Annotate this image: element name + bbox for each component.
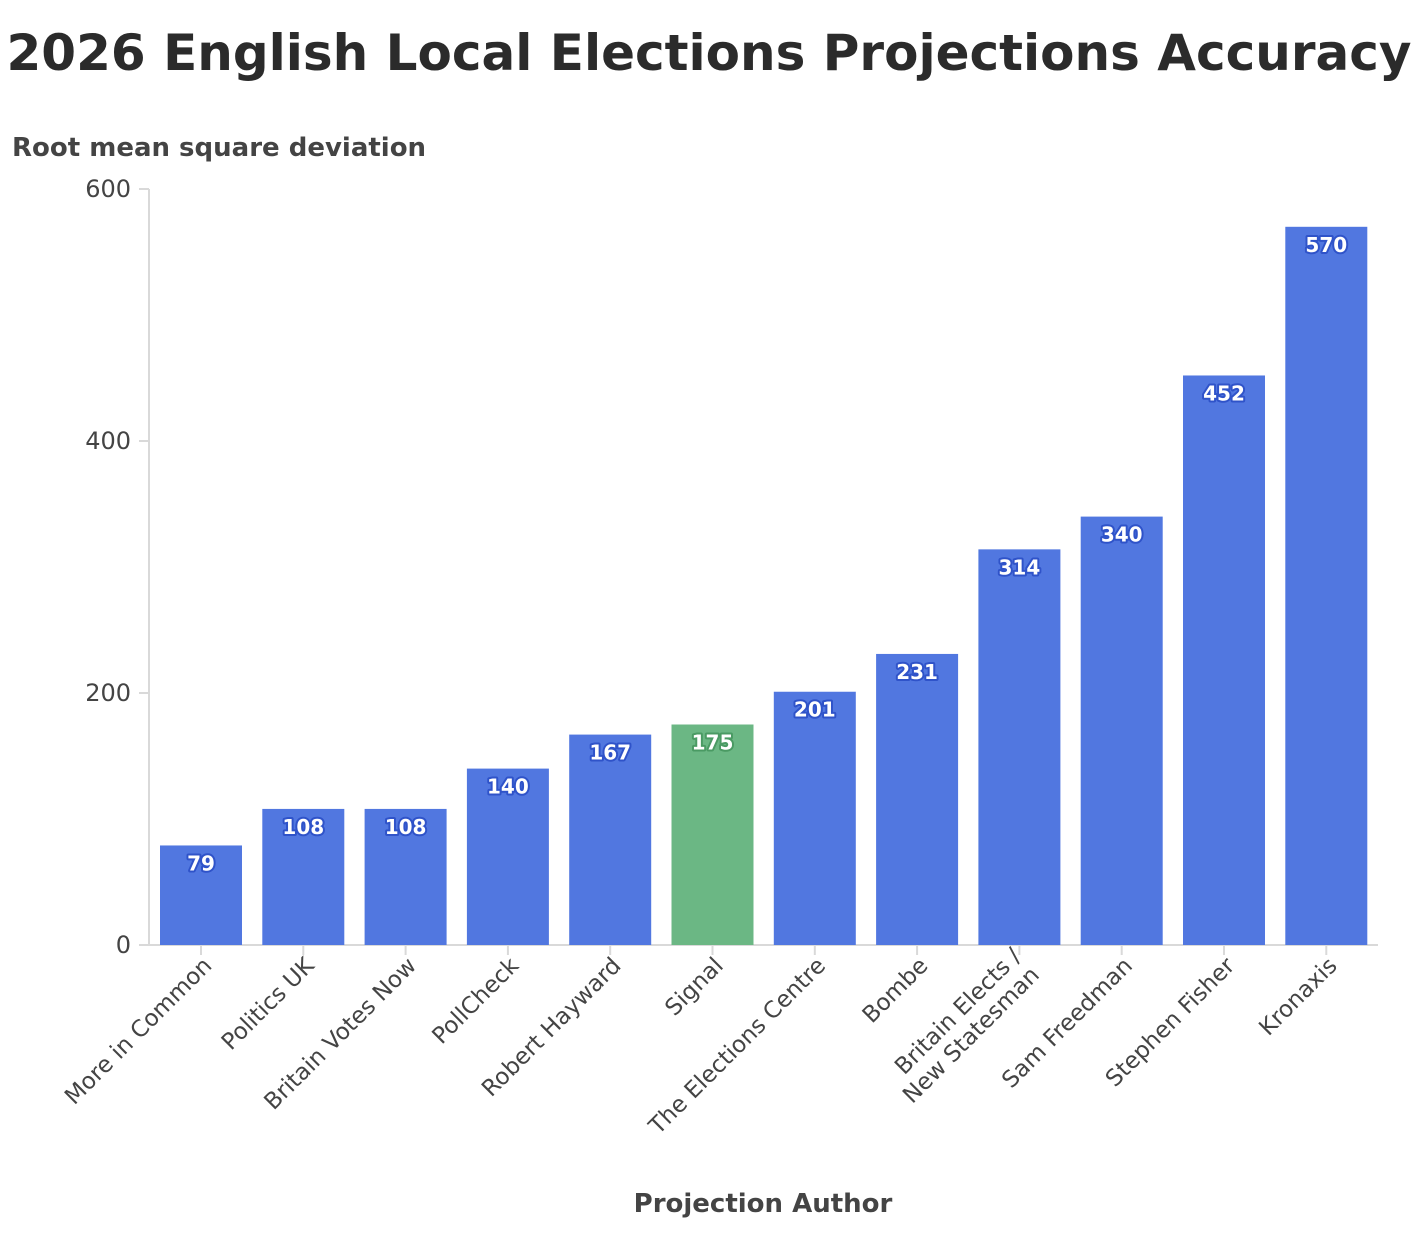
- chart-title: 2026 English Local Elections Projections…: [7, 24, 1412, 82]
- x-tick-label-group: Politics UK: [217, 952, 320, 1055]
- bar: [160, 845, 242, 945]
- bar: [773, 691, 856, 945]
- bar-value-label: 570: [1305, 233, 1347, 257]
- bar-value-label: 452: [1203, 381, 1245, 405]
- bar-value-label: 314: [999, 555, 1041, 579]
- bar-value-label: 175: [692, 731, 734, 755]
- bars-group: 79 108 108 140 167 175 201 231 314 340 452 570: [160, 226, 1368, 946]
- y-axis-title: Root mean square deviation: [12, 133, 426, 163]
- bar-value-label: 201: [794, 698, 836, 722]
- x-tick-label: Politics UK: [217, 952, 320, 1055]
- bar: [978, 549, 1061, 945]
- x-tick-label: More in Common: [60, 953, 217, 1110]
- x-tick-label-group: More in Common: [60, 953, 217, 1110]
- y-axis-ticks: 0 200 400 600: [85, 175, 149, 959]
- x-tick-label: Signal: [660, 953, 728, 1021]
- bar: [671, 724, 754, 945]
- bar-value-label: 140: [487, 775, 529, 799]
- x-tick-label-group: PollCheck: [428, 952, 525, 1049]
- bar: [364, 808, 447, 945]
- x-tick-label-group: Kronaxis: [1254, 953, 1342, 1041]
- bar-value-label: 108: [282, 815, 324, 839]
- x-axis-title: Projection Author: [634, 1189, 893, 1219]
- y-tick-label: 0: [116, 931, 131, 959]
- bar-value-label: 167: [589, 741, 631, 765]
- bar: [569, 734, 652, 945]
- bar-value-label: 108: [385, 815, 427, 839]
- y-tick-label: 200: [85, 679, 131, 707]
- bar-value-label: 340: [1101, 523, 1143, 547]
- x-tick-label-group: The Elections Centre: [644, 953, 831, 1140]
- x-tick-label-group: Bombe: [858, 953, 934, 1029]
- y-tick-label: 400: [85, 427, 131, 455]
- bar: [1080, 516, 1163, 945]
- bar: [876, 653, 959, 945]
- x-tick-label-group: Signal: [660, 953, 728, 1021]
- bar: [466, 768, 549, 945]
- x-tick-label: Bombe: [858, 953, 934, 1029]
- x-tick-label: Kronaxis: [1254, 953, 1342, 1041]
- bar: [1285, 226, 1368, 946]
- bar-value-label: 79: [187, 851, 215, 875]
- bar-value-label: 231: [896, 660, 938, 684]
- bar: [1183, 375, 1265, 946]
- x-tick-label: PollCheck: [428, 952, 525, 1049]
- y-tick-label: 600: [85, 175, 131, 203]
- x-tick-label: The Elections Centre: [644, 953, 831, 1140]
- bar: [262, 808, 345, 945]
